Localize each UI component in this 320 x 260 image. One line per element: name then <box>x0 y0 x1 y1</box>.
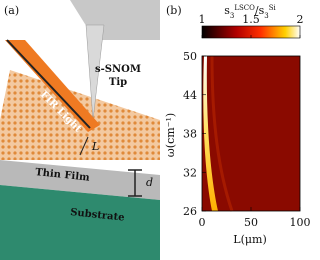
colorbar-label-part: /s <box>255 4 265 17</box>
distance-arrow <box>79 136 89 156</box>
distance-label: L <box>91 140 99 153</box>
thickness-label: d <box>146 176 153 189</box>
colorbar-label-part: Si <box>269 4 277 12</box>
y-tick-label: 44 <box>183 89 197 102</box>
y-axis-label: ω(cm⁻¹) <box>164 113 177 157</box>
tip-holder <box>70 0 160 40</box>
panel-label: (b) <box>166 4 182 17</box>
x-tick-label: 100 <box>290 216 311 229</box>
colorbar-label-part: 3 <box>264 12 268 20</box>
beam-edge <box>6 39 91 129</box>
heatmap-bg <box>202 56 300 211</box>
tip-label: s-SNOM <box>95 64 141 75</box>
tip <box>85 24 105 121</box>
x-tick-label: 50 <box>244 216 258 229</box>
y-tick-label: 26 <box>183 205 197 218</box>
schematic: (a) s-SNOM Tip FIR Light L Thin Film d S… <box>0 0 160 260</box>
colorbar-label-part: 3 <box>230 12 234 20</box>
tip-label: Tip <box>109 77 127 88</box>
substrate <box>0 185 160 260</box>
panel-label: (a) <box>4 4 19 17</box>
heatmap-ridge <box>203 56 218 211</box>
colorbar-label-part: s <box>224 4 230 17</box>
heatmap-band <box>210 55 234 212</box>
colorbar-tick-label: 2 <box>297 13 304 26</box>
x-axis-label: L(μm) <box>233 233 266 246</box>
thin-film <box>0 160 160 200</box>
y-tick-label: 32 <box>183 166 197 179</box>
colorbar-label-part: LSCO <box>234 4 255 12</box>
colorbar-tick-label: 1.5 <box>242 13 260 26</box>
colorbar-label: s3LSCO/s3Si <box>224 4 276 20</box>
y-tick-label: 50 <box>183 50 197 63</box>
x-tick-label: 0 <box>199 216 206 229</box>
y-tick-label: 38 <box>183 128 197 141</box>
colorbar-tick-label: 1 <box>199 13 206 26</box>
